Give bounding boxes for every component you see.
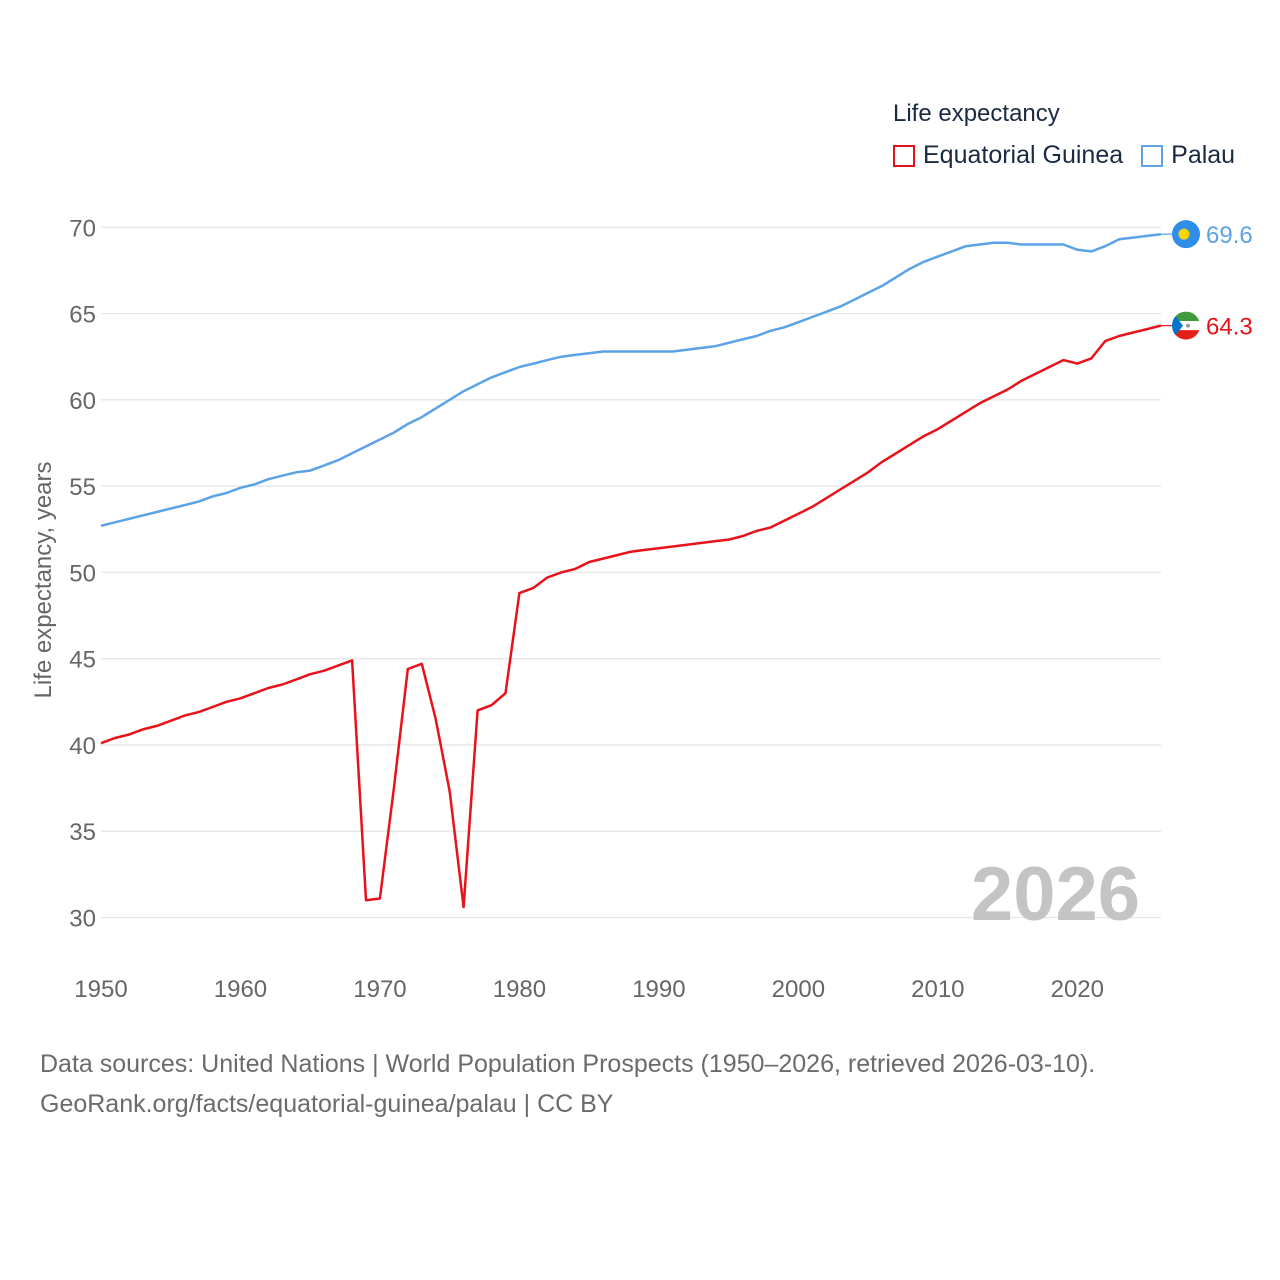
y-tick-45: 45 xyxy=(69,647,96,674)
series-line-equatorial-guinea xyxy=(100,324,1162,909)
equatorial-guinea-flag-icon xyxy=(1172,311,1200,340)
legend-title: Life expectancy xyxy=(893,100,1060,127)
x-tick-2000: 2000 xyxy=(772,976,825,1003)
end-markers: 64.3 69.6 xyxy=(1161,220,1253,341)
legend-item-equatorial-guinea[interactable]: Equatorial Guinea xyxy=(893,141,1123,170)
y-axis-label: Life expectancy, years xyxy=(30,461,57,698)
y-tick-60: 60 xyxy=(69,388,96,415)
footer-sources: Data sources: United Nations | World Pop… xyxy=(40,1044,1095,1124)
y-tick-35: 35 xyxy=(69,819,96,846)
y-tick-65: 65 xyxy=(69,302,96,329)
y-tick-labels: 30 35 40 45 50 55 60 65 70 xyxy=(69,215,96,932)
x-tick-2010: 2010 xyxy=(911,976,964,1003)
year-overlay: 2026 xyxy=(971,852,1140,937)
legend-swatch-equatorial-guinea xyxy=(893,144,915,167)
x-tick-labels: 1950 1960 1970 1980 1990 2000 2010 2020 xyxy=(74,976,1104,1003)
legend-item-palau[interactable]: Palau xyxy=(1141,141,1235,170)
y-tick-30: 30 xyxy=(69,905,96,932)
y-tick-40: 40 xyxy=(69,733,96,760)
end-label-equatorial-guinea: 64.3 xyxy=(1206,314,1253,341)
y-tick-70: 70 xyxy=(69,215,96,242)
legend-swatch-palau xyxy=(1141,144,1164,167)
x-tick-1950: 1950 xyxy=(74,976,127,1003)
series-line-palau xyxy=(100,232,1162,528)
x-tick-1970: 1970 xyxy=(353,976,406,1003)
line-chart: 30 35 40 45 50 55 60 65 70 1950 1960 1970 1980 1990 2… xyxy=(30,215,1253,1003)
legend-label-palau: Palau xyxy=(1171,141,1236,169)
x-tick-2020: 2020 xyxy=(1051,976,1104,1003)
y-tick-50: 50 xyxy=(69,560,96,587)
x-tick-1980: 1980 xyxy=(493,976,546,1003)
palau-flag-icon xyxy=(1172,220,1200,249)
series-lines xyxy=(100,232,1162,909)
x-tick-1990: 1990 xyxy=(632,976,685,1003)
end-label-palau: 69.6 xyxy=(1206,222,1253,249)
legend: Equatorial Guinea Palau xyxy=(893,141,1253,170)
y-tick-55: 55 xyxy=(69,474,96,501)
x-tick-1960: 1960 xyxy=(214,976,267,1003)
footer-line-2[interactable]: GeoRank.org/facts/equatorial-guinea/pala… xyxy=(40,1090,614,1118)
grid-lines xyxy=(101,226,1161,919)
legend-label-equatorial-guinea: Equatorial Guinea xyxy=(923,141,1124,169)
footer-line-1: Data sources: United Nations | World Pop… xyxy=(40,1050,1096,1078)
